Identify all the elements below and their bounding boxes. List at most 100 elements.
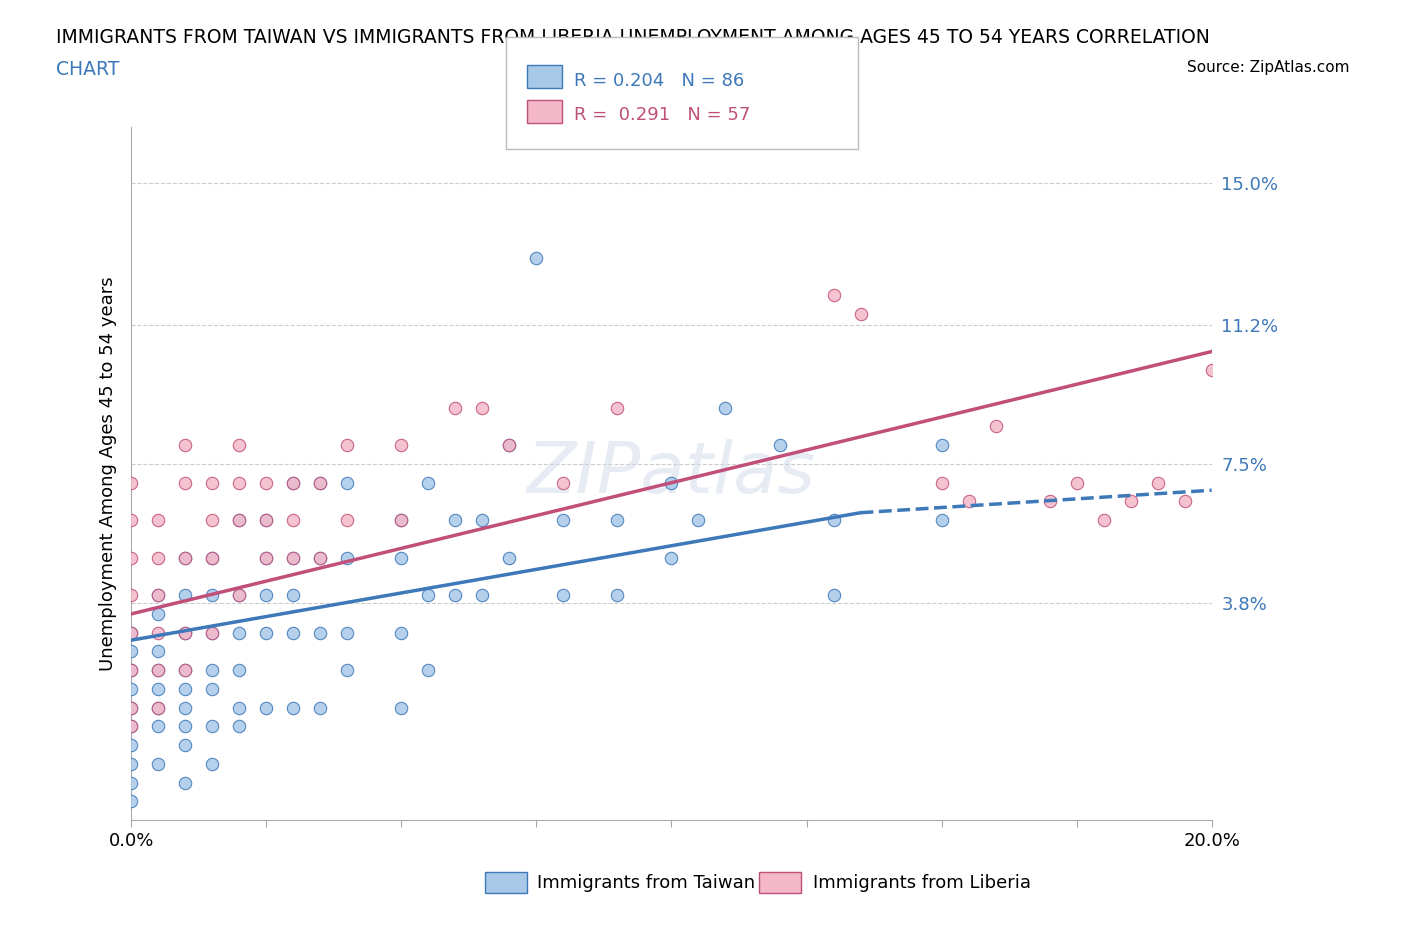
Point <box>254 475 277 490</box>
Point <box>1066 475 1088 490</box>
Point <box>148 663 170 678</box>
Point <box>336 512 359 527</box>
Text: R =  0.291   N = 57: R = 0.291 N = 57 <box>574 106 749 125</box>
Point <box>174 700 197 715</box>
Text: CHART: CHART <box>56 60 120 79</box>
Point <box>336 551 359 565</box>
Point <box>201 512 224 527</box>
Point <box>957 494 980 509</box>
Point <box>174 663 197 678</box>
Point <box>849 307 872 322</box>
Point <box>283 588 305 603</box>
Point <box>148 644 170 658</box>
Point <box>148 663 170 678</box>
Point <box>1174 494 1197 509</box>
Point <box>148 700 170 715</box>
Point <box>174 682 197 697</box>
Point <box>228 719 250 734</box>
Point <box>254 512 277 527</box>
Point <box>228 475 250 490</box>
Point <box>254 700 277 715</box>
Point <box>174 475 197 490</box>
Point <box>148 512 170 527</box>
Point <box>283 475 305 490</box>
Point <box>931 512 953 527</box>
Point <box>254 551 277 565</box>
Point <box>283 700 305 715</box>
Point <box>309 475 332 490</box>
Point <box>228 438 250 453</box>
Point <box>148 588 170 603</box>
Point <box>201 588 224 603</box>
Point <box>714 400 737 415</box>
Point <box>228 512 250 527</box>
Point <box>120 719 142 734</box>
Point <box>120 794 142 809</box>
Point <box>201 719 224 734</box>
Point <box>120 625 142 640</box>
Point <box>120 719 142 734</box>
Point <box>389 625 412 640</box>
Point <box>553 475 575 490</box>
Point <box>120 700 142 715</box>
Point <box>174 551 197 565</box>
Point <box>148 682 170 697</box>
Point <box>498 551 520 565</box>
Point <box>283 475 305 490</box>
Point <box>228 588 250 603</box>
Point <box>120 644 142 658</box>
Point <box>418 475 440 490</box>
Point <box>174 663 197 678</box>
Point <box>148 625 170 640</box>
Point <box>120 700 142 715</box>
Point <box>283 551 305 565</box>
Point <box>444 512 467 527</box>
Point <box>498 438 520 453</box>
Point <box>120 625 142 640</box>
Point <box>174 588 197 603</box>
Point <box>309 551 332 565</box>
Point <box>389 512 412 527</box>
Point <box>389 512 412 527</box>
Point <box>201 551 224 565</box>
Point <box>174 625 197 640</box>
Point <box>228 700 250 715</box>
Point <box>309 700 332 715</box>
Point <box>823 512 845 527</box>
Point <box>309 475 332 490</box>
Point <box>201 551 224 565</box>
Point <box>283 625 305 640</box>
Point <box>1119 494 1142 509</box>
Point <box>931 475 953 490</box>
Point <box>148 588 170 603</box>
Y-axis label: Unemployment Among Ages 45 to 54 years: Unemployment Among Ages 45 to 54 years <box>100 276 117 671</box>
Point <box>389 438 412 453</box>
Point <box>823 288 845 303</box>
Point <box>254 625 277 640</box>
Point <box>606 588 628 603</box>
Point <box>201 663 224 678</box>
Point <box>283 512 305 527</box>
Point <box>120 737 142 752</box>
Point <box>228 663 250 678</box>
Point <box>1146 475 1168 490</box>
Point <box>120 475 142 490</box>
Text: Immigrants from Liberia: Immigrants from Liberia <box>813 873 1031 892</box>
Point <box>254 512 277 527</box>
Point <box>120 512 142 527</box>
Point <box>336 625 359 640</box>
Point <box>1201 363 1223 378</box>
Point <box>1092 512 1115 527</box>
Point <box>228 512 250 527</box>
Point <box>201 475 224 490</box>
Text: Source: ZipAtlas.com: Source: ZipAtlas.com <box>1187 60 1350 75</box>
Point <box>174 737 197 752</box>
Point <box>336 438 359 453</box>
Point <box>418 663 440 678</box>
Point <box>498 438 520 453</box>
Point <box>444 400 467 415</box>
Point <box>228 588 250 603</box>
Point <box>148 551 170 565</box>
Point <box>389 551 412 565</box>
Point <box>661 551 683 565</box>
